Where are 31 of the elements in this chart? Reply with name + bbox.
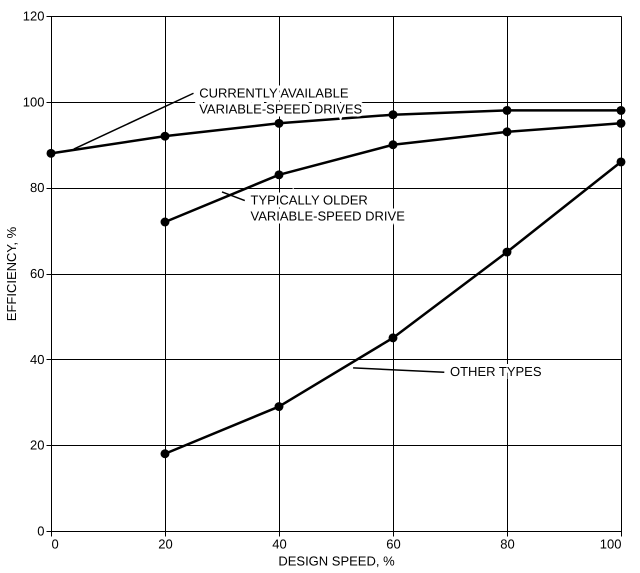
x-tick-label: 20 [158, 536, 173, 552]
point [388, 140, 398, 150]
y-tick-label: 20 [30, 438, 44, 453]
point [616, 157, 626, 166]
y-tick-label: 100 [22, 94, 44, 110]
point [160, 132, 170, 141]
point [388, 333, 398, 342]
point [46, 148, 56, 158]
y-axis-title: EFFICIENCY, % [4, 226, 19, 322]
y-tick-label: 0 [37, 524, 44, 538]
x-tick-label: 60 [386, 536, 401, 552]
y-tick-label: 40 [30, 352, 44, 367]
x-tick-label: 0 [52, 536, 59, 552]
y-tick-label: 80 [30, 180, 44, 196]
point [502, 106, 512, 115]
point [160, 218, 170, 226]
point [274, 118, 284, 128]
x-tick-label: 80 [500, 536, 515, 552]
point [160, 449, 170, 458]
y-tick-label: 60 [30, 266, 44, 281]
x-tick-label: 100 [600, 536, 622, 552]
point [274, 402, 284, 412]
point [616, 118, 626, 128]
x-tick-label: 40 [272, 536, 287, 552]
point [616, 106, 626, 115]
point [274, 170, 284, 180]
y-tick-label: 120 [22, 8, 44, 24]
x-axis-title: DESIGN SPEED, % [278, 554, 396, 568]
point [502, 248, 512, 257]
point [388, 110, 398, 120]
point [502, 127, 512, 136]
